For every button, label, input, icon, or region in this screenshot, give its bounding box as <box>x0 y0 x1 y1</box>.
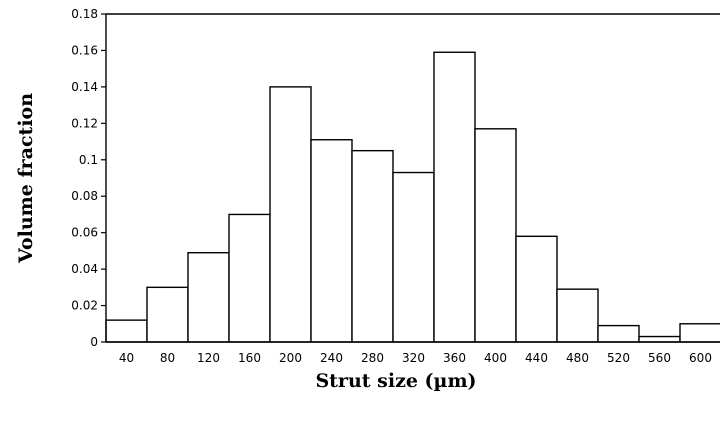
bar-360 <box>433 51 476 343</box>
bar-40 <box>105 319 148 343</box>
bar-600 <box>679 323 720 343</box>
y-axis-ticks: 0 0.02 0.04 0.06 0.08 0.1 0.12 0.14 0.16 0.18 <box>71 7 106 349</box>
bar-440 <box>515 235 558 343</box>
bar-520 <box>597 324 640 343</box>
y-tick-label: 0.12 <box>71 116 98 130</box>
x-tick-label: 40 <box>119 351 134 365</box>
x-tick-label: 440 <box>525 351 548 365</box>
y-tick-label: 0.08 <box>71 189 98 203</box>
y-axis-title: Volume fraction <box>15 93 37 264</box>
bar-160 <box>228 213 271 343</box>
y-tick-label: 0.16 <box>71 43 98 57</box>
bar-80 <box>146 286 189 343</box>
y-tick-label: 0.06 <box>71 226 98 240</box>
bar-560 <box>638 335 681 343</box>
x-axis-title: Strut size (µm) <box>315 370 476 392</box>
y-tick-label: 0.14 <box>71 80 98 94</box>
x-tick-label: 200 <box>279 351 302 365</box>
bar-240 <box>310 139 353 343</box>
bars <box>105 51 720 343</box>
x-tick-label: 120 <box>197 351 220 365</box>
y-tick-label: 0.18 <box>71 7 98 21</box>
x-tick-label: 320 <box>402 351 425 365</box>
x-tick-label: 80 <box>160 351 175 365</box>
x-tick-label: 360 <box>443 351 466 365</box>
x-tick-label: 280 <box>361 351 384 365</box>
x-tick-label: 520 <box>607 351 630 365</box>
bar-400 <box>474 128 517 343</box>
bar-320 <box>392 171 435 343</box>
x-tick-label: 400 <box>484 351 507 365</box>
y-tick-label: 0 <box>90 335 98 349</box>
x-tick-label: 600 <box>689 351 712 365</box>
x-tick-label: 240 <box>320 351 343 365</box>
x-tick-label: 560 <box>648 351 671 365</box>
bar-200 <box>269 86 312 343</box>
x-tick-label: 480 <box>566 351 589 365</box>
y-tick-label: 0.02 <box>71 299 98 313</box>
bar-280 <box>351 149 394 343</box>
x-axis-ticks: 40 80 120 160 200 240 280 320 360 400 440 480 520 560… <box>119 351 712 365</box>
bar-120 <box>187 252 230 343</box>
y-tick-label: 0.04 <box>71 262 98 276</box>
y-tick-label: 0.1 <box>79 153 98 167</box>
x-tick-label: 160 <box>238 351 261 365</box>
bar-480 <box>556 288 599 343</box>
